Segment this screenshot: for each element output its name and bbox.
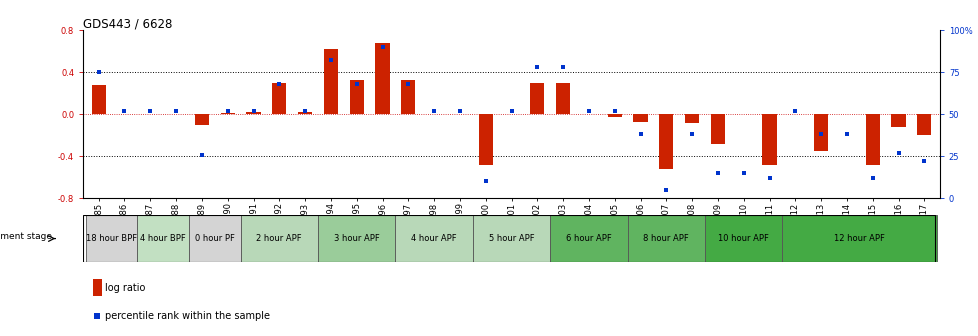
Bar: [92, 85, 106, 114]
Text: 4 hour APF: 4 hour APF: [411, 234, 457, 243]
Bar: [607, 114, 621, 117]
Bar: [658, 114, 673, 169]
Bar: [891, 114, 905, 127]
Bar: [916, 114, 930, 135]
Bar: [704, 215, 781, 262]
Bar: [762, 114, 776, 165]
Text: GDS443 / 6628: GDS443 / 6628: [83, 17, 172, 30]
Bar: [530, 83, 544, 114]
Bar: [349, 80, 364, 114]
Bar: [781, 215, 936, 262]
Text: 5 hour APF: 5 hour APF: [488, 234, 534, 243]
Bar: [220, 113, 235, 114]
Bar: [297, 112, 312, 114]
Bar: [324, 49, 337, 114]
Bar: [478, 114, 492, 165]
Text: 18 hour BPF: 18 hour BPF: [86, 234, 137, 243]
Text: 10 hour APF: 10 hour APF: [718, 234, 769, 243]
Text: percentile rank within the sample: percentile rank within the sample: [105, 311, 270, 321]
Bar: [86, 215, 137, 262]
Text: 12 hour APF: 12 hour APF: [833, 234, 884, 243]
Bar: [375, 43, 389, 114]
Text: 8 hour APF: 8 hour APF: [643, 234, 689, 243]
Text: log ratio: log ratio: [105, 283, 145, 293]
Text: 6 hour APF: 6 hour APF: [565, 234, 611, 243]
Bar: [710, 114, 725, 144]
Bar: [472, 215, 550, 262]
Text: 3 hour APF: 3 hour APF: [333, 234, 379, 243]
Bar: [395, 215, 472, 262]
Bar: [814, 114, 827, 151]
Text: development stage: development stage: [0, 232, 52, 241]
Bar: [550, 215, 627, 262]
Bar: [401, 80, 415, 114]
Bar: [272, 83, 287, 114]
Bar: [195, 114, 208, 125]
Bar: [865, 114, 879, 165]
Bar: [685, 114, 698, 123]
Text: 0 hour PF: 0 hour PF: [195, 234, 235, 243]
Bar: [246, 112, 260, 114]
Bar: [241, 215, 318, 262]
Bar: [633, 114, 647, 122]
Bar: [189, 215, 241, 262]
Text: 4 hour BPF: 4 hour BPF: [140, 234, 186, 243]
Bar: [627, 215, 704, 262]
Bar: [137, 215, 189, 262]
Bar: [318, 215, 395, 262]
Text: 2 hour APF: 2 hour APF: [256, 234, 302, 243]
Bar: [556, 83, 569, 114]
Bar: [93, 280, 102, 296]
